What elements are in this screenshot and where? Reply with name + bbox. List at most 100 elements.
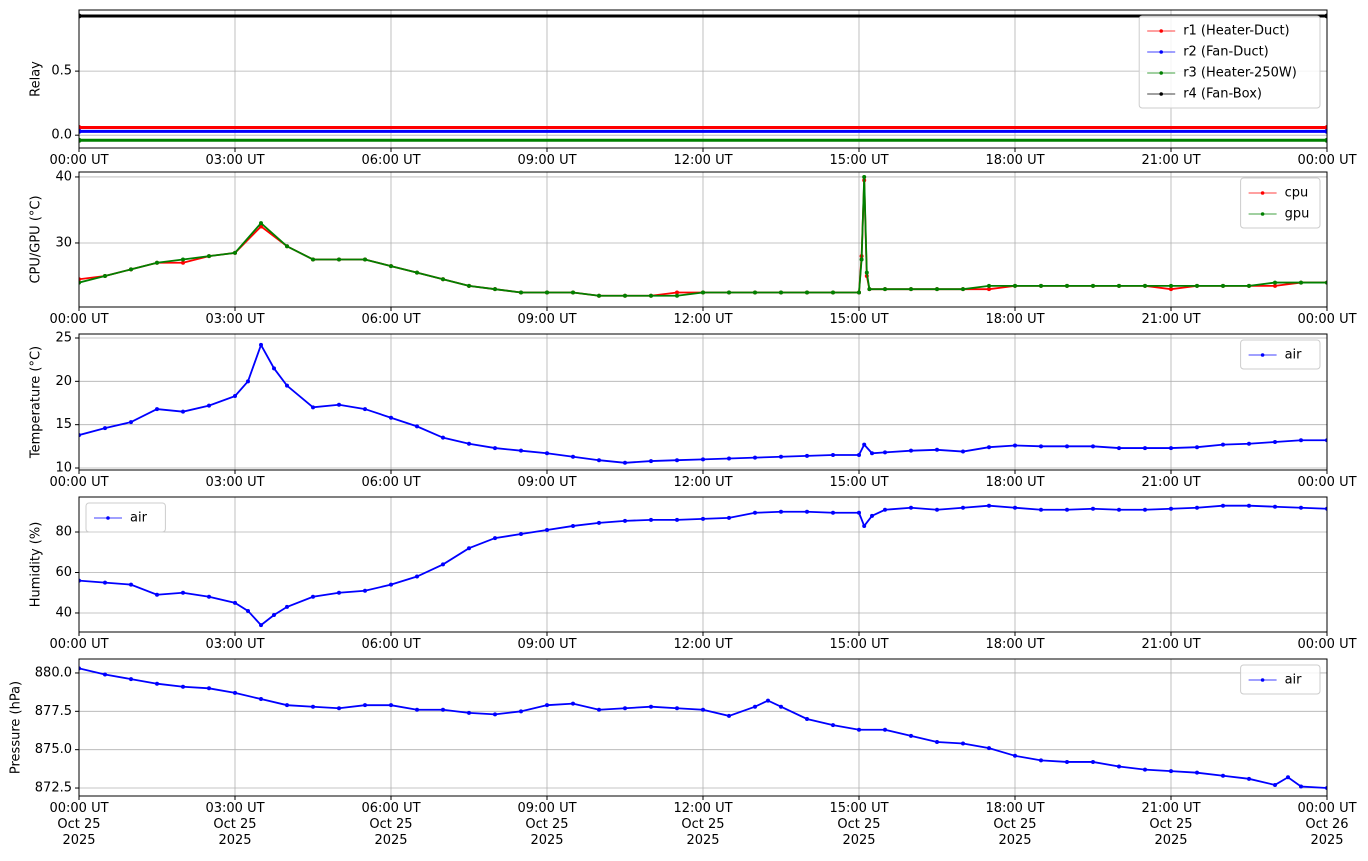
data-point: [181, 590, 185, 595]
legend-label: r3 (Heater-250W): [1183, 66, 1297, 81]
data-point: [1039, 283, 1043, 288]
data-point: [859, 257, 864, 262]
data-point: [1091, 506, 1095, 511]
x-tick-label: 06:00 UT Oct 25 2025: [361, 801, 421, 848]
y-tick-label: 877.5: [35, 704, 72, 719]
x-tick-label: 15:00 UT: [829, 637, 889, 652]
data-point: [909, 448, 913, 453]
data-point: [519, 532, 523, 537]
data-point: [753, 455, 757, 460]
legend-marker: [1260, 191, 1265, 195]
data-point: [862, 442, 867, 447]
data-point: [1324, 137, 1327, 143]
data-point: [1299, 505, 1303, 510]
x-tick-label: 06:00 UT: [361, 153, 421, 168]
plot-frame: [78, 333, 1328, 471]
data-point: [1169, 769, 1173, 774]
data-point: [207, 403, 211, 408]
x-tick-label: 03:00 UT: [205, 312, 265, 327]
data-point: [1065, 759, 1069, 764]
y-tick-label: 20: [55, 374, 72, 389]
data-point: [389, 582, 393, 587]
data-point: [779, 454, 783, 459]
data-point: [246, 379, 250, 384]
data-point: [233, 600, 237, 605]
legend-label: air: [1285, 673, 1303, 688]
data-point: [779, 704, 783, 709]
data-point: [519, 290, 523, 295]
data-point: [935, 287, 939, 292]
x-tick-label: 12:00 UT Oct 25 2025: [673, 801, 733, 848]
data-point: [1195, 505, 1199, 510]
data-point: [597, 520, 601, 525]
data-point: [545, 451, 549, 456]
x-tick-label: 21:00 UT Oct 25 2025: [1141, 801, 1201, 848]
data-point: [415, 270, 419, 275]
data-point: [864, 270, 869, 275]
data-point: [1324, 128, 1327, 134]
data-point: [727, 456, 731, 461]
y-axis-label: Relay: [29, 61, 44, 97]
data-point: [1169, 283, 1173, 288]
data-point: [961, 449, 965, 454]
x-tick-label: 03:00 UT: [205, 475, 265, 490]
legend-label: r1 (Heater-Duct): [1183, 24, 1289, 39]
plot-frame: [78, 496, 1328, 633]
data-point: [181, 257, 185, 262]
data-point: [1286, 775, 1290, 780]
legend-label: cpu: [1285, 186, 1309, 201]
data-point: [1273, 440, 1277, 445]
x-tick-label: 15:00 UT: [829, 153, 889, 168]
data-point: [181, 260, 185, 265]
data-point: [571, 454, 575, 459]
x-tick-label: 18:00 UT: [985, 475, 1045, 490]
x-tick-label: 15:00 UT Oct 25 2025: [829, 801, 889, 848]
data-point: [727, 713, 731, 718]
data-point: [961, 287, 965, 292]
data-point: [285, 383, 289, 388]
x-tick-label: 18:00 UT Oct 25 2025: [985, 801, 1045, 848]
legend-box: [1138, 15, 1321, 109]
x-tick-label: 18:00 UT: [985, 637, 1045, 652]
data-point: [701, 457, 705, 462]
data-point: [207, 254, 211, 259]
x-tick-label: 21:00 UT: [1141, 637, 1201, 652]
legend-box: [85, 502, 166, 533]
y-axis-label: Pressure (hPa): [9, 681, 24, 774]
legend-marker: [1260, 678, 1265, 682]
legend-box: [1240, 339, 1321, 370]
data-point: [753, 704, 757, 709]
data-point: [363, 588, 367, 593]
data-point: [155, 681, 159, 686]
data-point: [272, 366, 276, 371]
data-point: [181, 409, 185, 414]
data-point: [701, 290, 705, 295]
x-tick-label: 09:00 UT: [517, 637, 577, 652]
data-point: [441, 562, 445, 567]
data-point: [467, 546, 471, 551]
data-point: [805, 290, 809, 295]
data-point: [701, 516, 705, 521]
x-tick-label: 06:00 UT: [361, 475, 421, 490]
data-point: [545, 703, 549, 708]
data-point: [207, 594, 211, 599]
legend-label: air: [1285, 348, 1303, 363]
x-tick-label: 03:00 UT: [205, 637, 265, 652]
data-point: [1065, 444, 1069, 449]
legend-box: [1240, 177, 1321, 229]
data-point: [233, 394, 237, 399]
data-point: [1143, 507, 1147, 512]
data-point: [1247, 776, 1251, 781]
data-point: [1065, 283, 1069, 288]
data-point: [441, 435, 445, 440]
data-point: [1273, 782, 1277, 787]
data-point: [129, 267, 133, 272]
data-point: [181, 684, 185, 689]
data-point: [337, 706, 341, 711]
data-point: [870, 513, 874, 518]
data-point: [870, 451, 874, 456]
data-point: [1143, 283, 1147, 288]
legend-label: r2 (Fan-Duct): [1183, 45, 1269, 60]
data-point: [285, 703, 289, 708]
data-point: [987, 445, 991, 450]
